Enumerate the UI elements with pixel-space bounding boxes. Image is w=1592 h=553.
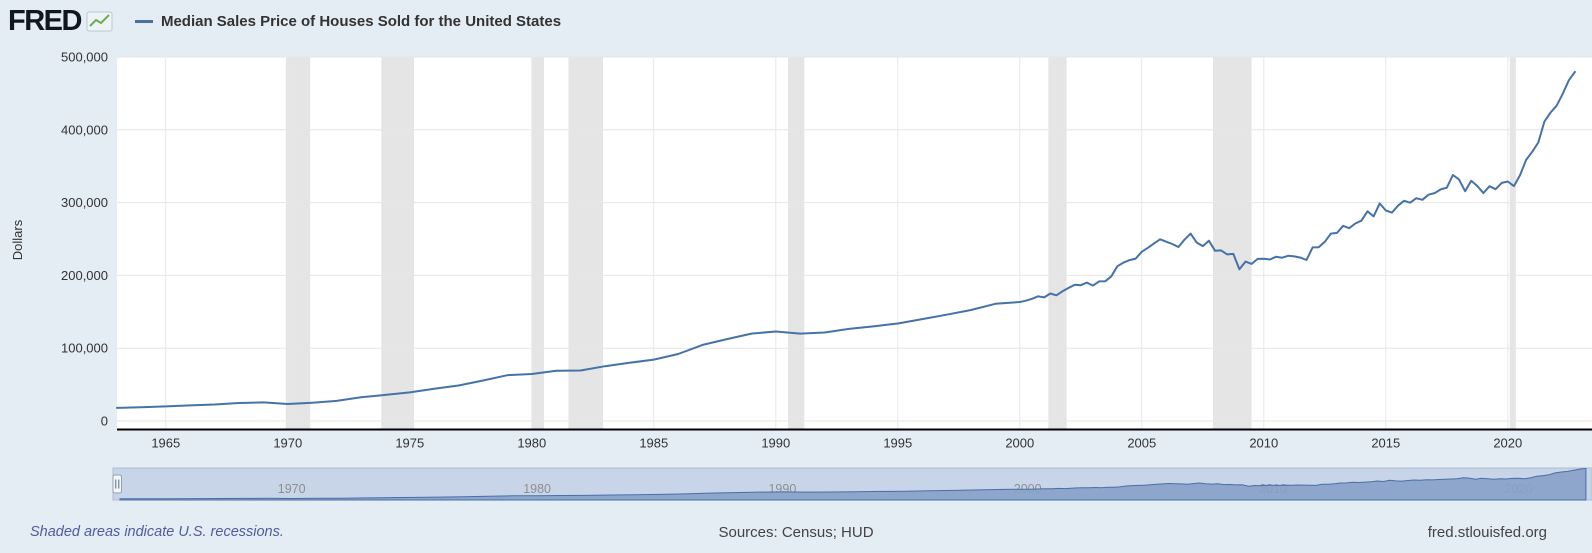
chart-footer: Shaded areas indicate U.S. recessions. S… [0, 524, 1592, 544]
x-tick-label: 2015 [1371, 436, 1400, 451]
fred-site-link[interactable]: fred.stlouisfed.org [1427, 524, 1547, 541]
sparkline-icon [86, 11, 113, 32]
chart-header: FRED Median Sales Price of Houses Sold f… [8, 7, 561, 36]
recession-band [1048, 57, 1067, 430]
y-tick-label: 500,000 [61, 50, 108, 65]
y-tick-label: 400,000 [61, 122, 108, 137]
price-line-series [116, 70, 1576, 409]
recession-note-link[interactable]: Shaded areas indicate U.S. recessions. [30, 524, 284, 540]
navigator-area[interactable] [119, 467, 1587, 501]
x-tick-label: 1975 [395, 436, 424, 451]
recession-band [568, 57, 603, 430]
navigator-left-handle[interactable] [112, 474, 122, 494]
x-tick-label: 1995 [883, 436, 912, 451]
x-tick-label: 2010 [1249, 436, 1278, 451]
y-tick-label: 200,000 [61, 268, 108, 283]
recession-band [285, 57, 311, 430]
legend-line-swatch [134, 20, 153, 23]
recession-band [788, 57, 805, 430]
y-tick-label: 300,000 [61, 195, 108, 210]
x-tick-label: 1990 [761, 436, 790, 451]
recession-band [381, 57, 414, 430]
sources-text[interactable]: Sources: Census; HUD [718, 524, 874, 541]
recession-band [1213, 57, 1252, 430]
fred-logo[interactable]: FRED [8, 7, 113, 36]
x-tick-label: 1965 [151, 436, 180, 451]
x-tick-label: 1970 [273, 436, 302, 451]
x-tick-label: 2000 [1005, 436, 1034, 451]
fred-logo-text: FRED [8, 5, 82, 37]
x-tick-label: 2020 [1493, 436, 1522, 451]
recession-band [531, 57, 544, 430]
plot-area[interactable] [117, 57, 1592, 430]
recession-band [1509, 57, 1516, 430]
y-axis-title: Dollars [10, 219, 25, 260]
legend-series-label: Median Sales Price of Houses Sold for th… [160, 13, 562, 30]
x-tick-label: 2005 [1127, 436, 1156, 451]
y-tick-label: 0 [101, 414, 108, 429]
navigator-year-label: 1970 [278, 482, 306, 496]
y-tick-label: 100,000 [61, 341, 108, 356]
series-legend: Median Sales Price of Houses Sold for th… [134, 13, 562, 30]
x-tick-label: 1985 [639, 436, 668, 451]
navigator-year-label: 1980 [523, 482, 551, 496]
x-tick-label: 1980 [517, 436, 546, 451]
